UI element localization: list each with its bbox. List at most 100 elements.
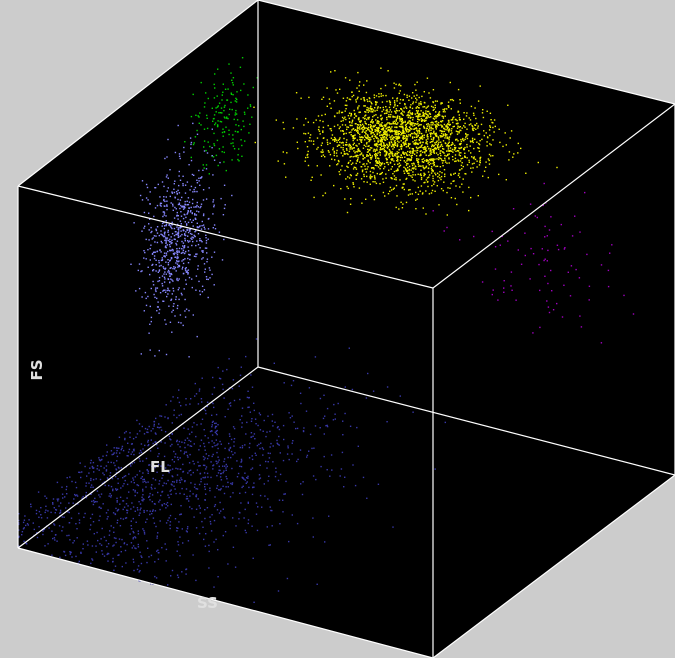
data-point — [112, 488, 114, 490]
data-point — [413, 128, 415, 130]
data-point — [175, 256, 177, 258]
data-point — [162, 211, 164, 213]
data-point — [173, 485, 175, 487]
data-point — [432, 161, 435, 163]
data-point — [424, 146, 426, 148]
data-point — [466, 157, 468, 159]
data-point — [408, 174, 410, 176]
data-point — [396, 160, 398, 162]
data-point — [224, 447, 226, 450]
data-point — [438, 112, 440, 114]
data-point — [171, 481, 174, 483]
data-point — [363, 99, 366, 102]
data-point — [441, 135, 444, 137]
data-point — [397, 115, 399, 117]
data-point — [369, 130, 371, 132]
data-point — [182, 175, 184, 177]
data-point — [223, 460, 225, 463]
data-point — [352, 127, 355, 130]
data-point — [446, 134, 448, 136]
data-point — [411, 107, 414, 110]
data-point — [184, 480, 186, 482]
data-point — [231, 482, 234, 484]
data-point — [182, 205, 184, 207]
data-point — [368, 97, 370, 99]
data-point — [333, 150, 335, 153]
data-point — [240, 89, 242, 92]
data-point — [420, 120, 423, 122]
data-point — [414, 113, 416, 115]
data-point — [370, 105, 372, 107]
data-point — [232, 492, 234, 494]
data-point — [185, 216, 187, 219]
data-point — [251, 467, 254, 469]
data-point — [229, 405, 232, 407]
data-point — [168, 305, 170, 307]
data-point — [229, 435, 231, 437]
data-point — [24, 515, 26, 517]
data-point — [524, 254, 526, 257]
data-point — [307, 121, 309, 123]
data-point — [146, 428, 149, 431]
data-point — [176, 279, 178, 281]
data-point — [148, 444, 150, 446]
data-point — [149, 510, 151, 512]
data-point — [178, 440, 181, 443]
data-point — [182, 324, 184, 327]
data-point — [21, 531, 24, 533]
data-point — [382, 94, 384, 97]
data-point — [184, 439, 186, 441]
data-point — [189, 137, 192, 139]
data-point — [428, 124, 430, 126]
data-point — [361, 123, 364, 126]
data-point — [365, 123, 367, 125]
data-point — [194, 235, 196, 238]
data-point — [488, 159, 490, 162]
data-point — [327, 124, 329, 127]
data-point — [216, 433, 218, 436]
data-point — [197, 115, 199, 117]
data-point — [407, 135, 409, 138]
data-point — [453, 147, 456, 149]
data-point — [192, 554, 194, 556]
data-point — [462, 191, 464, 193]
data-point — [169, 490, 171, 492]
data-point — [422, 207, 424, 209]
data-point — [443, 123, 446, 126]
data-point — [195, 214, 198, 216]
data-point — [203, 146, 205, 148]
data-point — [508, 151, 511, 153]
data-point — [432, 117, 435, 120]
data-point — [354, 129, 356, 131]
data-point — [203, 442, 205, 445]
data-point — [204, 409, 207, 412]
data-point — [406, 137, 408, 140]
data-point — [433, 145, 435, 147]
data-point — [161, 504, 163, 507]
data-point — [322, 130, 324, 132]
data-point — [105, 465, 108, 467]
data-point — [181, 196, 183, 199]
data-point — [374, 178, 376, 180]
data-point — [212, 376, 214, 379]
data-point — [348, 145, 350, 147]
data-point — [350, 198, 352, 200]
data-point — [258, 443, 260, 446]
data-point — [416, 111, 419, 113]
data-point — [216, 125, 219, 128]
data-point — [431, 151, 433, 153]
data-point — [190, 141, 193, 144]
data-point — [133, 222, 135, 224]
data-point — [246, 396, 249, 399]
data-point — [333, 152, 335, 154]
data-point — [167, 250, 169, 253]
data-point — [122, 500, 125, 502]
data-point — [422, 115, 425, 117]
data-point — [165, 522, 168, 524]
data-point — [394, 126, 396, 128]
data-point — [202, 476, 204, 479]
data-point — [382, 148, 384, 150]
data-point — [444, 134, 447, 136]
data-point — [199, 184, 201, 186]
